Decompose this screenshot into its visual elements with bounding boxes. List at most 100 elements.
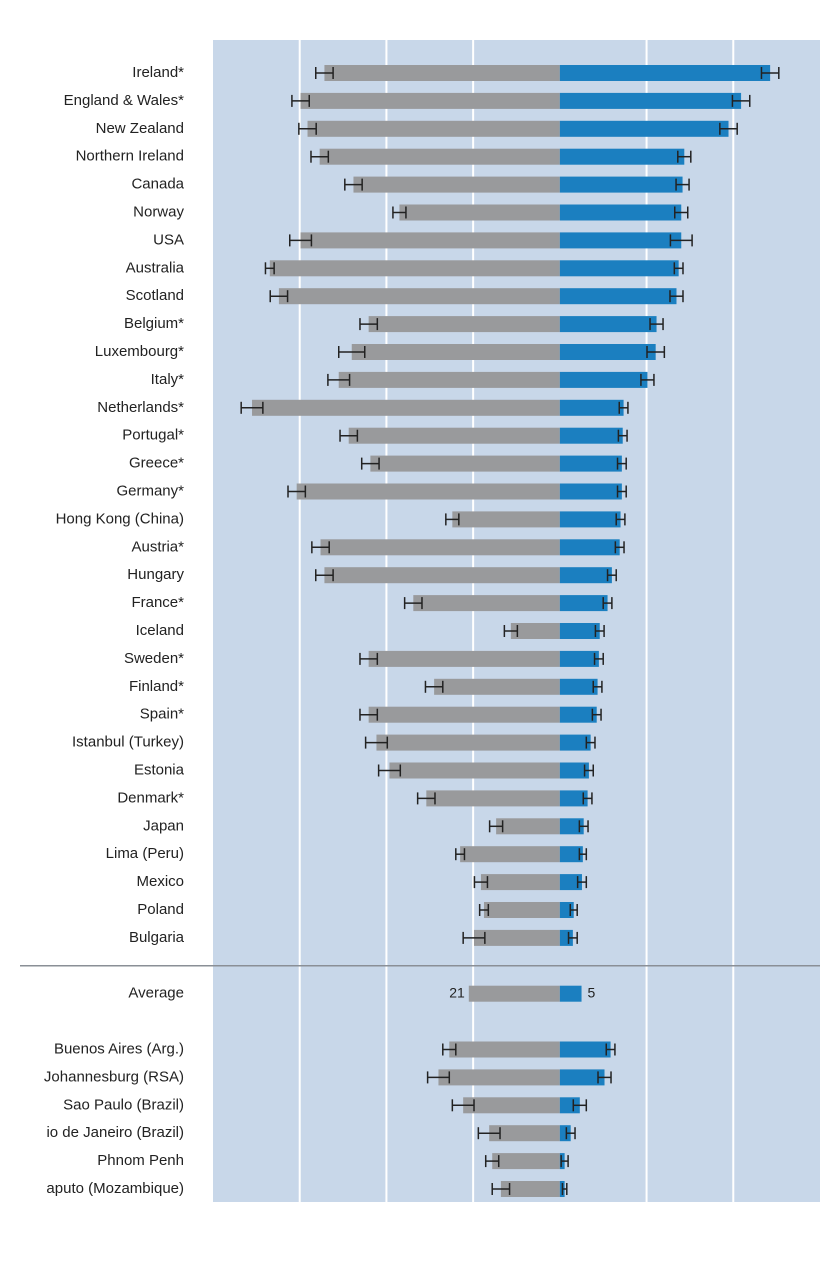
- error-bar: [616, 457, 627, 470]
- bar: [559, 176, 683, 193]
- error-bar: [240, 401, 264, 414]
- error-bar: [488, 820, 504, 833]
- category-label: Hong Kong (China): [56, 510, 184, 527]
- error-bar: [339, 429, 359, 442]
- category-label: Luxembourg*: [95, 343, 184, 360]
- error-bar: [360, 457, 380, 470]
- bar: [559, 650, 599, 667]
- bar: [460, 846, 560, 863]
- category-label: England & Wales*: [64, 92, 185, 109]
- bar: [351, 344, 560, 360]
- category-label: Netherlands*: [97, 399, 184, 416]
- error-bar: [669, 290, 684, 303]
- category-label: Australia: [126, 259, 185, 276]
- category-label: Portugal*: [122, 427, 184, 444]
- error-bar: [583, 764, 594, 777]
- bar: [559, 260, 679, 277]
- category-label: Ireland*: [132, 64, 184, 81]
- bar: [368, 706, 560, 723]
- error-bar: [560, 1155, 569, 1168]
- bar: [474, 929, 560, 946]
- bar: [559, 92, 742, 109]
- bar: [559, 595, 608, 612]
- bar: [559, 1097, 580, 1114]
- bar: [559, 623, 600, 639]
- error-bar: [674, 206, 689, 219]
- error-bar: [484, 1155, 500, 1168]
- error-bar: [377, 764, 402, 777]
- bar: [348, 427, 560, 444]
- bar: [559, 762, 589, 779]
- bar: [300, 232, 560, 249]
- category-label: Istanbul (Turkey): [72, 734, 184, 751]
- error-bar: [578, 820, 589, 833]
- error-bar: [569, 904, 578, 916]
- bar: [368, 650, 560, 667]
- error-bar: [618, 401, 629, 414]
- bar: [376, 734, 560, 751]
- category-label: aputo (Mozambique): [46, 1180, 184, 1197]
- bar: [559, 1041, 611, 1058]
- bar: [252, 399, 560, 416]
- category-label: New Zealand: [96, 120, 184, 137]
- error-bar: [719, 122, 738, 135]
- bar: [389, 762, 560, 779]
- category-label: Average: [128, 985, 184, 1002]
- error-bar: [572, 1099, 588, 1112]
- error-bar: [614, 541, 625, 554]
- error-bar: [416, 792, 436, 805]
- error-bar: [392, 206, 407, 219]
- error-bar: [264, 262, 275, 275]
- error-bar: [337, 346, 366, 358]
- bar: [559, 316, 657, 333]
- bar: [559, 399, 624, 416]
- bar: [324, 65, 560, 81]
- error-bar: [359, 708, 379, 721]
- bar: [559, 929, 573, 946]
- bar: [370, 455, 560, 472]
- error-bar: [311, 541, 330, 554]
- category-label: Japan: [143, 817, 184, 834]
- bar: [559, 846, 583, 863]
- error-bar: [287, 485, 307, 498]
- bar: [559, 874, 582, 891]
- error-bar: [291, 94, 311, 107]
- category-label: Estonia: [134, 761, 185, 778]
- error-bar: [327, 373, 351, 386]
- bar: [559, 1125, 571, 1142]
- bar: [559, 232, 682, 249]
- error-bar: [615, 513, 626, 526]
- category-label: Austria*: [131, 538, 184, 555]
- error-bar: [646, 346, 666, 358]
- error-bar: [473, 876, 489, 889]
- bar: [468, 985, 560, 1002]
- category-label: Greece*: [129, 455, 184, 472]
- bar: [426, 790, 560, 807]
- category-label: Northern Ireland: [76, 148, 184, 165]
- bar: [559, 427, 623, 444]
- error-bar: [426, 1071, 451, 1084]
- value-label: 21: [449, 984, 465, 1000]
- bar: [463, 1097, 560, 1114]
- bar: [452, 511, 560, 528]
- error-bar: [594, 625, 605, 637]
- category-label: Scotland: [126, 287, 184, 304]
- category-label: Johannesburg (RSA): [44, 1068, 184, 1085]
- error-bar: [673, 262, 684, 275]
- bar: [559, 204, 682, 221]
- category-label: France*: [131, 594, 184, 611]
- error-bar: [403, 597, 423, 610]
- bar: [559, 790, 588, 807]
- error-bar: [344, 178, 363, 191]
- bar: [559, 120, 729, 137]
- bar: [559, 344, 656, 360]
- error-bar: [491, 1183, 511, 1195]
- error-bar: [677, 150, 692, 163]
- category-label: Sweden*: [124, 650, 184, 667]
- error-bar: [675, 178, 690, 191]
- bar: [559, 65, 771, 81]
- category-label: Phnom Penh: [97, 1152, 184, 1169]
- error-bar: [298, 122, 317, 135]
- error-bar: [451, 1099, 475, 1112]
